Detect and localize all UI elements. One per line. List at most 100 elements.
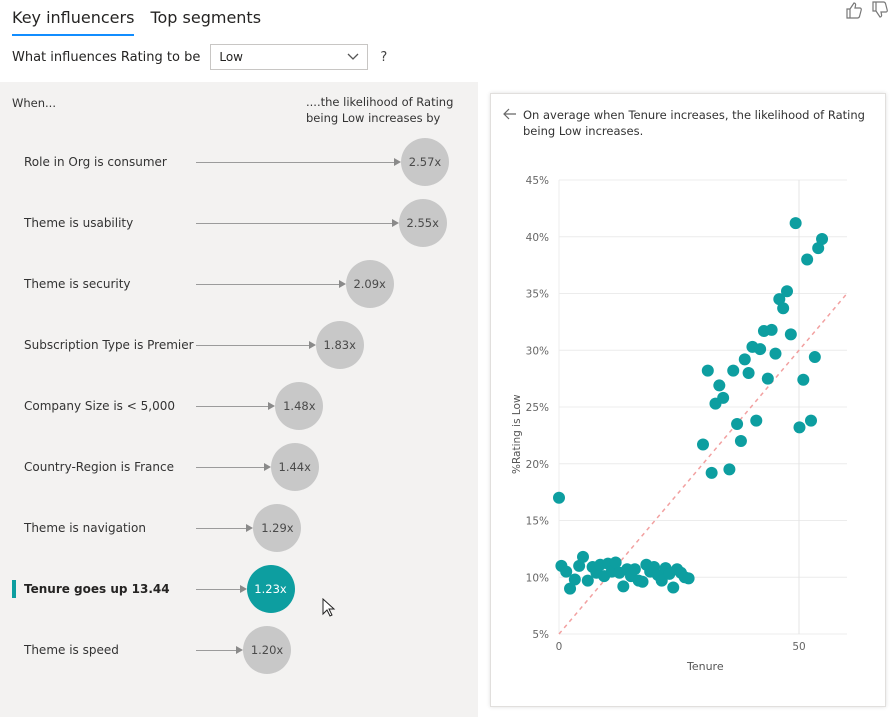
influencer-label: Theme is speed xyxy=(24,643,119,657)
scatter-point xyxy=(628,563,641,576)
influencer-row[interactable]: Theme is speed 1.20x xyxy=(0,625,478,675)
influencers-panel: When... ....the likelihood of Rating bei… xyxy=(0,82,478,717)
x-tick-label: 50 xyxy=(792,641,805,653)
influencer-row[interactable]: Tenure goes up 13.44 1.23x xyxy=(0,564,478,614)
scatter-point xyxy=(769,347,782,360)
scatter-point xyxy=(738,353,751,366)
y-tick-label: 5% xyxy=(532,629,549,641)
y-tick-label: 25% xyxy=(526,402,549,414)
scatter-point xyxy=(750,414,763,427)
influence-bubble[interactable]: 1.29x xyxy=(253,504,302,552)
scatter-point xyxy=(816,233,829,246)
arrowhead-icon xyxy=(391,219,399,227)
scatter-point xyxy=(655,574,668,587)
scatter-point xyxy=(577,550,589,563)
thumbs-down-icon[interactable] xyxy=(870,0,890,24)
scatter-point xyxy=(754,343,767,356)
scatter-point xyxy=(701,364,714,377)
influence-arrow-line xyxy=(196,589,241,590)
influence-bubble[interactable]: 1.23x xyxy=(246,565,295,613)
scatter-point xyxy=(713,379,726,392)
influence-arrow-line xyxy=(196,528,248,529)
influence-bubble[interactable]: 1.20x xyxy=(243,626,292,674)
scatter-point xyxy=(773,293,786,306)
influence-bubble[interactable]: 1.48x xyxy=(275,382,324,430)
influence-arrow-line xyxy=(196,284,340,285)
influencer-row[interactable]: Theme is navigation 1.29x xyxy=(0,503,478,553)
scatter-point xyxy=(573,559,586,572)
thumbs-up-icon[interactable] xyxy=(844,0,864,24)
influencer-row[interactable]: Subscription Type is Premier 1.83x xyxy=(0,320,478,370)
scatter-point xyxy=(560,565,573,578)
scatter-point xyxy=(568,573,581,586)
arrowhead-icon xyxy=(338,280,346,288)
tab-top-segments[interactable]: Top segments xyxy=(150,8,262,27)
y-tick-label: 40% xyxy=(526,232,549,244)
scatter-point xyxy=(667,581,680,594)
scatter-point xyxy=(705,466,718,479)
y-tick-label: 35% xyxy=(526,289,549,301)
scatter-point xyxy=(731,418,744,431)
scatter-point xyxy=(777,302,790,315)
influencer-row[interactable]: Theme is usability 2.55x xyxy=(0,198,478,248)
arrow-left-icon[interactable] xyxy=(503,108,517,124)
scatter-point xyxy=(553,491,565,504)
influence-bubble[interactable]: 2.55x xyxy=(398,199,447,247)
scatter-point xyxy=(805,414,817,427)
mouse-cursor-icon xyxy=(322,597,336,622)
influence-arrow-line xyxy=(196,162,395,163)
scatter-point xyxy=(581,574,594,587)
influence-arrow-line xyxy=(196,406,270,407)
influencer-row[interactable]: Role in Org is consumer 2.57x xyxy=(0,137,478,187)
scatter-point xyxy=(761,372,774,385)
scatter-point xyxy=(808,351,821,364)
scatter-point xyxy=(564,582,577,595)
influence-arrow-line xyxy=(196,650,238,651)
scatter-point xyxy=(812,242,825,255)
rating-dropdown[interactable]: Low xyxy=(210,44,369,70)
tab-key-influencers[interactable]: Key influencers xyxy=(12,6,135,36)
scatter-point xyxy=(617,580,630,593)
selection-indicator xyxy=(12,580,16,598)
y-axis-label: %Rating is Low xyxy=(511,394,523,474)
x-tick-label: 0 xyxy=(556,641,563,653)
influencer-label: Tenure goes up 13.44 xyxy=(24,582,170,596)
detail-description: On average when Tenure increases, the li… xyxy=(523,108,865,138)
influencer-row[interactable]: Company Size is < 5,000 1.48x xyxy=(0,381,478,431)
y-tick-label: 30% xyxy=(526,345,549,357)
arrowhead-icon xyxy=(236,646,244,654)
influencer-row[interactable]: Country-Region is France 1.44x xyxy=(0,442,478,492)
arrowhead-icon xyxy=(239,585,247,593)
scatter-point xyxy=(609,556,622,569)
arrowhead-icon xyxy=(263,463,271,471)
question-row: What influences Rating to be Low ? xyxy=(12,44,387,70)
likelihood-header: ....the likelihood of Rating being Low i… xyxy=(306,95,454,125)
visual-header-icons xyxy=(844,0,890,24)
influence-arrow-line xyxy=(196,345,310,346)
influence-bubble[interactable]: 2.57x xyxy=(401,138,449,186)
scatter-point xyxy=(727,364,740,377)
x-axis-label: Tenure xyxy=(687,660,724,673)
scatter-point xyxy=(789,217,802,230)
y-tick-label: 15% xyxy=(526,516,549,528)
influence-bubble[interactable]: 1.44x xyxy=(270,443,319,491)
arrowhead-icon xyxy=(268,402,276,410)
detail-panel: On average when Tenure increases, the li… xyxy=(490,93,886,707)
help-icon[interactable]: ? xyxy=(380,49,388,65)
influencer-label: Theme is security xyxy=(24,277,131,291)
influence-bubble[interactable]: 1.83x xyxy=(315,321,364,369)
influencer-row[interactable]: Theme is security 2.09x xyxy=(0,259,478,309)
influence-arrow-line xyxy=(196,467,265,468)
when-header: When... xyxy=(12,96,56,110)
influencer-label: Subscription Type is Premier xyxy=(24,338,194,352)
influencer-label: Theme is navigation xyxy=(24,521,146,535)
influencer-label: Role in Org is consumer xyxy=(24,155,167,169)
influence-bubble[interactable]: 2.09x xyxy=(345,260,394,308)
scatter-point xyxy=(697,438,709,451)
y-tick-label: 20% xyxy=(526,459,549,471)
question-label: What influences Rating to be xyxy=(12,49,201,65)
scatter-point xyxy=(784,328,797,341)
scatter-chart: 5% 10% 15% 20% 25% 30% 35% 40% 45% 0 50 xyxy=(526,175,848,653)
scatter-point xyxy=(793,421,806,434)
scatter-point xyxy=(682,572,695,585)
